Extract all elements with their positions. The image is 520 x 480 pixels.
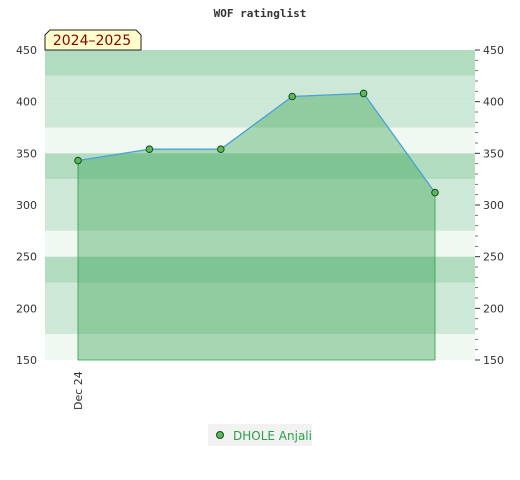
band-275-300 xyxy=(45,205,475,231)
chart-title: WOF ratinglist xyxy=(214,7,307,20)
band-300-325 xyxy=(45,179,475,205)
data-point-1[interactable] xyxy=(74,156,82,165)
band-150-175 xyxy=(45,334,475,360)
y-tick-label-left-150: 150 xyxy=(16,354,37,367)
band-250-275 xyxy=(45,230,475,257)
y-tick-label-left-250: 250 xyxy=(16,251,37,264)
y-tick-label-left-200: 200 xyxy=(16,302,37,315)
band-200-225 xyxy=(45,282,475,309)
y-tick-label-right-400: 400 xyxy=(483,96,504,109)
y-tick-label-left-300: 300 xyxy=(16,199,37,212)
data-point-2[interactable] xyxy=(145,145,154,153)
legend[interactable]: DHOLE Anjali xyxy=(208,424,312,446)
season-badge-box xyxy=(44,29,142,51)
y-tick-label-left-350: 350 xyxy=(16,147,37,160)
band-325-350 xyxy=(45,153,475,180)
series-line-dhole-anjali xyxy=(77,92,436,193)
season-label: 2024–2025 xyxy=(53,33,131,49)
y-tick-label-right-250: 250 xyxy=(483,251,504,264)
season-badge: 2024–2025 xyxy=(44,29,142,51)
data-point-5[interactable] xyxy=(359,89,368,98)
legend-marker-icon xyxy=(216,431,224,439)
area-layer xyxy=(77,92,436,361)
y-tick-label-left-400: 400 xyxy=(16,96,37,109)
background-bands xyxy=(45,50,475,360)
legend-label-dhole-anjali: DHOLE Anjali xyxy=(233,429,312,443)
legend-box xyxy=(208,424,312,446)
axis-layer: 150 150 200 200 250 250 300 300 350 350 400 400 450 4… xyxy=(16,44,504,410)
y-tick-label-right-350: 350 xyxy=(483,147,504,160)
data-point-3[interactable] xyxy=(217,145,225,153)
band-175-200 xyxy=(45,308,475,335)
band-375-400 xyxy=(45,101,475,128)
y-tick-label-right-150: 150 xyxy=(483,354,504,367)
band-225-250 xyxy=(45,256,475,283)
data-point-4[interactable] xyxy=(288,92,297,101)
y-tick-label-right-200: 200 xyxy=(483,302,504,315)
y-tick-label-right-450: 450 xyxy=(483,44,504,57)
x-tick-label-dec-24: Dec 24 xyxy=(72,371,85,410)
marker-layer xyxy=(74,89,439,197)
data-point-6[interactable] xyxy=(431,188,439,197)
band-425-450 xyxy=(45,50,475,76)
y-tick-label-right-300: 300 xyxy=(483,199,504,212)
y-tick-label-left-450: 450 xyxy=(16,44,37,57)
band-400-425 xyxy=(45,75,475,102)
